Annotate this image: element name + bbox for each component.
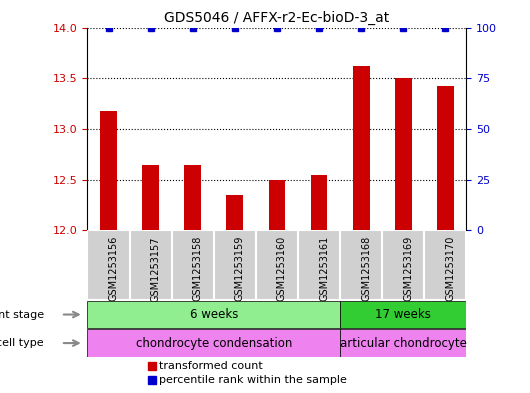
Text: GSM1253161: GSM1253161 [319, 236, 329, 301]
FancyBboxPatch shape [129, 230, 172, 300]
Bar [269, 180, 285, 230]
Text: GSM1253170: GSM1253170 [445, 236, 455, 301]
Bar [353, 66, 369, 230]
Bar [311, 174, 328, 230]
FancyBboxPatch shape [340, 301, 466, 328]
FancyBboxPatch shape [340, 230, 382, 300]
Text: cell type: cell type [0, 338, 43, 348]
Text: articular chondrocyte: articular chondrocyte [340, 336, 467, 350]
FancyBboxPatch shape [340, 329, 466, 357]
Bar [184, 165, 201, 230]
FancyBboxPatch shape [87, 301, 340, 328]
Text: GSM1253169: GSM1253169 [403, 236, 413, 301]
FancyBboxPatch shape [214, 230, 256, 300]
Bar [142, 165, 159, 230]
FancyBboxPatch shape [87, 329, 340, 357]
FancyBboxPatch shape [382, 230, 425, 300]
Text: GSM1253159: GSM1253159 [235, 236, 245, 301]
Text: development stage: development stage [0, 310, 43, 320]
FancyBboxPatch shape [172, 230, 214, 300]
FancyBboxPatch shape [87, 230, 129, 300]
Text: GSM1253156: GSM1253156 [109, 236, 119, 301]
Text: GSM1253160: GSM1253160 [277, 236, 287, 301]
Text: GSM1253168: GSM1253168 [361, 236, 371, 301]
Text: transformed count: transformed count [160, 361, 263, 371]
Bar [226, 195, 243, 230]
Text: 17 weeks: 17 weeks [375, 308, 431, 321]
Text: 6 weeks: 6 weeks [190, 308, 238, 321]
Text: GSM1253157: GSM1253157 [151, 236, 161, 301]
FancyBboxPatch shape [256, 230, 298, 300]
Text: percentile rank within the sample: percentile rank within the sample [160, 375, 347, 385]
FancyBboxPatch shape [298, 230, 340, 300]
Bar [100, 111, 117, 230]
Text: GSM1253158: GSM1253158 [193, 236, 202, 301]
Title: GDS5046 / AFFX-r2-Ec-bioD-3_at: GDS5046 / AFFX-r2-Ec-bioD-3_at [164, 11, 390, 25]
FancyBboxPatch shape [425, 230, 466, 300]
Bar [395, 78, 412, 230]
Text: chondrocyte condensation: chondrocyte condensation [136, 336, 292, 350]
Bar [437, 86, 454, 230]
